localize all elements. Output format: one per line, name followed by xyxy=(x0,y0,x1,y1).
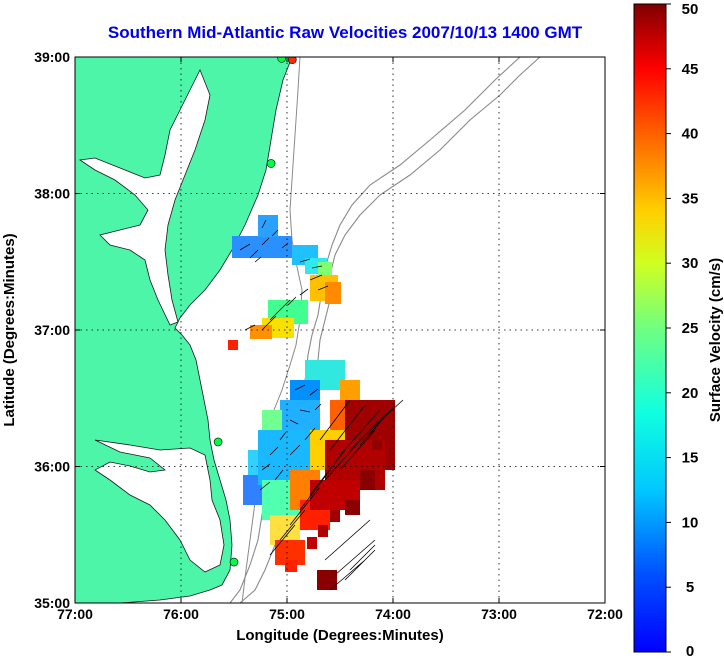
velocity-cell xyxy=(325,282,341,304)
velocity-cell xyxy=(317,570,337,590)
velocity-arrow xyxy=(244,296,297,331)
colorbar-ticks: 0 5 10 15 20 25 30 35 40 45 50 xyxy=(666,1,698,659)
velocity-cell xyxy=(360,470,375,490)
velocity-arrow xyxy=(259,384,322,491)
velocity-cell xyxy=(258,215,278,237)
y-tick-label: 37:00 xyxy=(34,322,70,338)
velocity-arrows xyxy=(239,219,404,591)
colorbar-tick-label: 20 xyxy=(682,385,699,402)
colorbar-tick-label: 40 xyxy=(682,126,699,143)
colorbar-label: Surface Velocity (cm/s) xyxy=(707,258,724,422)
colorbar-tick-label: 50 xyxy=(682,1,699,18)
y-axis-label: Latitude (Degrees:Minutes) xyxy=(1,233,18,426)
velocity-cell xyxy=(285,560,297,572)
x-axis: 77:00 76:00 75:00 74:00 73:00 72:00 xyxy=(57,57,623,622)
y-axis: 35:00 36:00 37:00 38:00 39:00 xyxy=(34,49,605,611)
y-tick-label: 35:00 xyxy=(34,595,70,611)
velocity-cell xyxy=(228,340,238,350)
station-marker xyxy=(229,557,239,567)
velocity-cell xyxy=(318,525,328,537)
station-markers xyxy=(213,57,297,567)
x-tick-label: 76:00 xyxy=(163,606,199,622)
velocity-cell xyxy=(345,500,360,515)
x-tick-label: 73:00 xyxy=(481,606,517,622)
station-marker xyxy=(213,437,223,447)
velocity-cell xyxy=(372,440,382,450)
y-tick-label: 38:00 xyxy=(34,186,70,202)
colorbar-tick-label: 45 xyxy=(682,61,699,78)
colorbar-tick-label: 5 xyxy=(686,579,694,596)
station-marker xyxy=(266,159,276,168)
x-tick-label: 74:00 xyxy=(375,606,411,622)
velocity-cell xyxy=(250,325,272,339)
velocity-arrow xyxy=(269,399,404,556)
station-marker xyxy=(277,57,286,63)
velocity-arrow xyxy=(324,519,376,591)
velocity-cell xyxy=(280,400,320,430)
colorbar-tick-label: 10 xyxy=(682,514,699,531)
station-marker xyxy=(288,57,297,65)
colorbar-tick-label: 30 xyxy=(682,255,699,272)
colorbar xyxy=(633,3,667,653)
colorbar-tick-label: 0 xyxy=(686,643,694,659)
velocity-arrow xyxy=(239,219,289,263)
velocity-cell xyxy=(307,537,317,549)
x-tick-label: 75:00 xyxy=(269,606,305,622)
velocity-arrow xyxy=(299,258,329,296)
x-tick-label: 77:00 xyxy=(57,606,93,622)
chesapeake-bay xyxy=(78,69,211,326)
colorbar-tick-label: 15 xyxy=(682,450,699,467)
chart-title: Southern Mid-Atlantic Raw Velocities 200… xyxy=(108,23,583,42)
y-tick-label: 39:00 xyxy=(34,49,70,65)
colorbar-tick-label: 35 xyxy=(682,190,699,207)
colorbar-tick-label: 25 xyxy=(682,320,699,337)
velocity-cell xyxy=(330,510,340,522)
y-tick-label: 36:00 xyxy=(34,459,70,475)
x-tick-label: 72:00 xyxy=(587,606,623,622)
grid-lines xyxy=(75,57,605,603)
velocity-cell xyxy=(290,380,320,400)
x-axis-label: Longitude (Degrees:Minutes) xyxy=(236,627,444,644)
pamlico-sound xyxy=(94,439,225,573)
velocity-cell xyxy=(318,262,332,276)
map-plot-area xyxy=(75,57,605,603)
velocity-cell xyxy=(232,236,292,258)
